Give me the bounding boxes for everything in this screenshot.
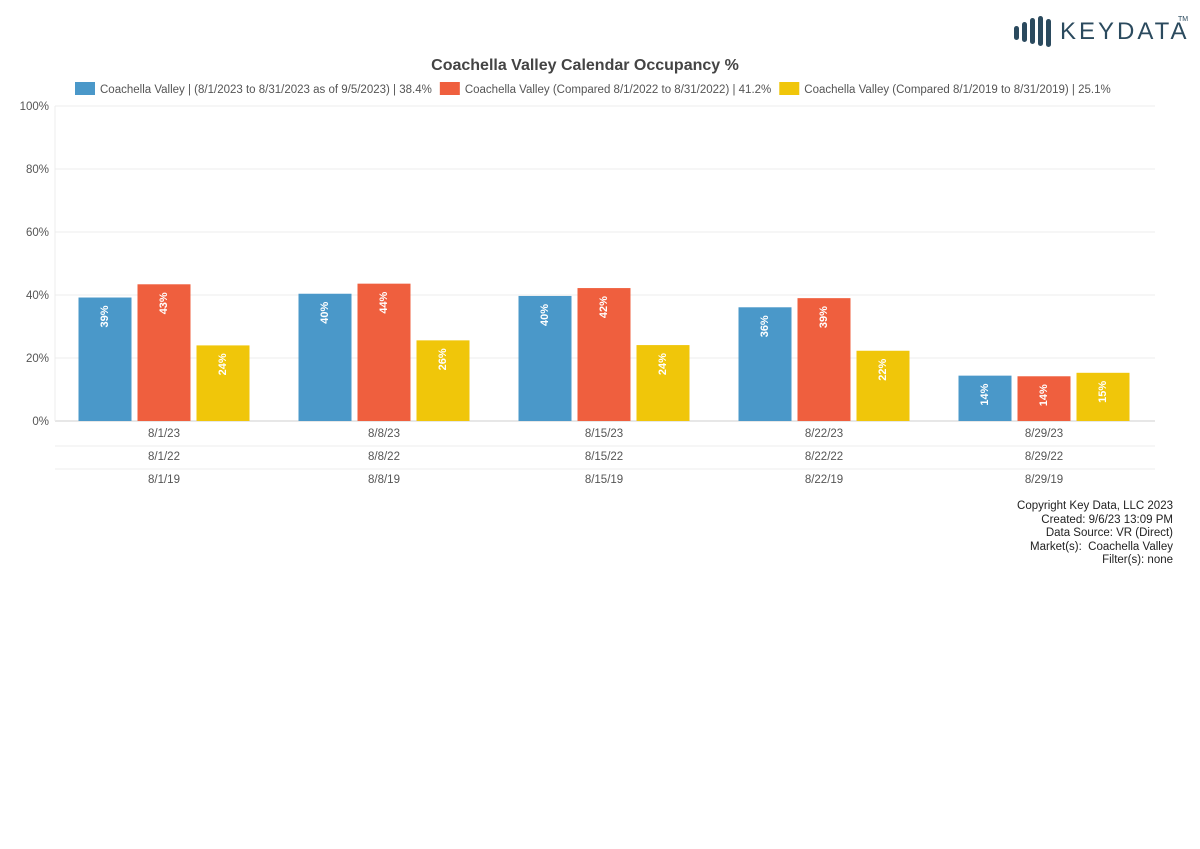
legend-swatch-0[interactable] [75,82,95,95]
x-tick-label: 8/15/19 [585,474,623,486]
bar-data-label: 44% [378,291,390,313]
x-tick-label: 8/22/23 [805,428,843,440]
x-tick-label: 8/15/22 [585,451,623,463]
footer-data-source: Data Source: VR (Direct) [1045,527,1173,539]
x-tick-label: 8/1/23 [148,428,180,440]
bar-s1-c1[interactable] [357,283,411,421]
x-tick-label: 8/29/19 [1025,474,1063,486]
logo-trademark: TM [1178,16,1189,23]
bar-data-label: 43% [158,292,170,314]
x-tick-label: 8/22/19 [805,474,843,486]
footer-copyright: Copyright Key Data, LLC 2023 [1017,500,1173,512]
x-tick-label: 8/8/19 [368,474,400,486]
x-tick-label: 8/8/22 [368,451,400,463]
bar-data-label: 14% [979,383,991,405]
bar-data-label: 40% [539,304,551,326]
bar-data-label: 24% [217,353,229,375]
x-tick-label: 8/29/23 [1025,428,1063,440]
bar-data-label: 36% [759,315,771,337]
legend-label-0[interactable]: Coachella Valley | (8/1/2023 to 8/31/202… [100,84,432,96]
x-axis: 8/1/23 8/8/23 8/15/23 8/22/23 8/29/23 8/1/22 8… [55,428,1155,486]
bar-s0-c2[interactable] [518,295,572,421]
bar-data-label: 39% [99,305,111,327]
x-tick-label: 8/1/22 [148,451,180,463]
chart-bars: 39% 43% 24% 40% 44% 26% 40% 42% 24% 36% 39% 22% 14% 1… [78,283,1130,421]
bar-data-label: 22% [877,359,889,381]
x-tick-label: 8/1/19 [148,474,180,486]
bar-s0-c3[interactable] [738,307,792,421]
bar-s1-c4[interactable] [1017,376,1071,421]
bar-data-label: 42% [598,296,610,318]
chart-legend: Coachella Valley | (8/1/2023 to 8/31/202… [75,82,1111,96]
x-tick-label: 8/22/22 [805,451,843,463]
legend-label-1[interactable]: Coachella Valley (Compared 8/1/2022 to 8… [465,84,771,96]
bar-s1-c3[interactable] [797,298,851,421]
y-tick-label: 60% [26,227,49,239]
bar-s2-c3[interactable] [856,350,910,421]
legend-swatch-1[interactable] [439,82,460,95]
x-tick-label: 8/8/23 [368,428,400,440]
x-tick-label: 8/29/22 [1025,451,1063,463]
logo-text: KEYDATA [1060,18,1190,45]
y-tick-label: 0% [32,416,49,428]
footer-created: Created: 9/6/23 13:09 PM [1041,513,1173,526]
bar-s2-c2[interactable] [636,345,690,421]
bar-data-label: 39% [818,306,830,328]
legend-label-2[interactable]: Coachella Valley (Compared 8/1/2019 to 8… [804,84,1110,96]
occupancy-chart: Coachella Valley Calendar Occupancy % Co… [20,57,1155,486]
y-tick-label: 20% [26,353,49,365]
chart-title: Coachella Valley Calendar Occupancy % [431,57,739,74]
bar-s2-c1[interactable] [416,340,470,421]
x-tick-label: 8/15/23 [585,428,623,440]
keydata-logo: KEYDATA TM [1012,14,1188,50]
bar-s2-c4[interactable] [1076,372,1130,421]
legend-swatch-2[interactable] [779,82,800,95]
bar-data-label: 14% [1038,384,1050,406]
bar-data-label: 26% [437,348,449,370]
bar-data-label: 40% [319,302,331,324]
footer-markets: Market(s): Coachella Valley [1030,540,1173,553]
bar-data-label: 15% [1097,381,1109,403]
chart-footer: Copyright Key Data, LLC 2023 Created: 9/… [1017,500,1173,568]
bar-s1-c2[interactable] [577,288,631,421]
bar-s0-c1[interactable] [298,293,352,421]
bar-s1-c0[interactable] [137,284,191,421]
bar-s0-c0[interactable] [78,297,132,421]
bar-data-label: 24% [657,353,669,375]
y-axis: 0% 20% 40% 60% 80% 100% [20,101,56,428]
y-tick-label: 80% [26,164,49,176]
logo-bars-icon [1014,16,1051,47]
y-tick-label: 40% [26,290,49,302]
bar-s0-c4[interactable] [958,375,1012,421]
y-tick-label: 100% [20,101,49,113]
bar-s2-c0[interactable] [196,345,250,421]
footer-filters: Filter(s): none [1102,554,1173,566]
